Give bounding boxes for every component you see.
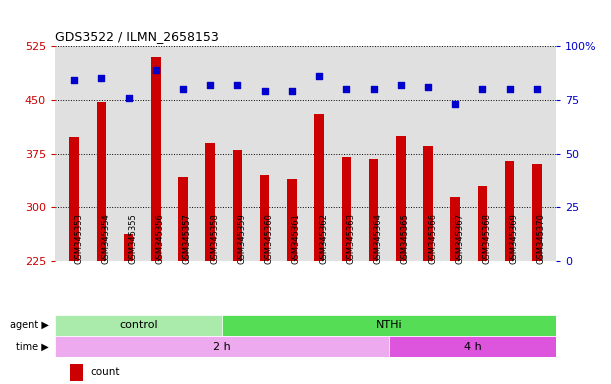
Bar bbox=[260, 175, 269, 261]
Text: GSM345360: GSM345360 bbox=[265, 213, 274, 264]
Bar bbox=[205, 143, 215, 261]
Text: GSM345358: GSM345358 bbox=[210, 213, 219, 264]
Bar bbox=[532, 164, 542, 261]
Text: 2 h: 2 h bbox=[213, 341, 231, 352]
Bar bbox=[314, 114, 324, 261]
Text: GSM345365: GSM345365 bbox=[401, 213, 410, 264]
Bar bbox=[450, 197, 460, 261]
Text: control: control bbox=[119, 320, 158, 331]
Point bbox=[532, 86, 542, 92]
Bar bbox=[396, 136, 406, 261]
Text: GSM345367: GSM345367 bbox=[455, 213, 464, 264]
Text: GSM345354: GSM345354 bbox=[101, 213, 110, 264]
Bar bbox=[124, 234, 133, 261]
Text: GSM345368: GSM345368 bbox=[483, 213, 491, 264]
Text: NTHi: NTHi bbox=[376, 320, 402, 331]
Point bbox=[260, 88, 269, 94]
Bar bbox=[69, 137, 79, 261]
Text: GSM345370: GSM345370 bbox=[537, 213, 546, 264]
Point bbox=[123, 94, 133, 101]
Text: count: count bbox=[90, 367, 120, 377]
Bar bbox=[478, 186, 487, 261]
Bar bbox=[55, 336, 389, 357]
Point bbox=[368, 86, 378, 92]
Point bbox=[342, 86, 351, 92]
Bar bbox=[233, 150, 242, 261]
Bar bbox=[287, 179, 297, 261]
Text: GSM345356: GSM345356 bbox=[156, 213, 165, 264]
Point bbox=[287, 88, 297, 94]
Text: GSM345357: GSM345357 bbox=[183, 213, 192, 264]
Text: 4 h: 4 h bbox=[464, 341, 481, 352]
Text: agent ▶: agent ▶ bbox=[10, 320, 49, 331]
Point bbox=[178, 86, 188, 92]
Text: GSM345359: GSM345359 bbox=[238, 213, 246, 264]
Text: GDS3522 / ILMN_2658153: GDS3522 / ILMN_2658153 bbox=[55, 30, 219, 43]
Text: GSM345353: GSM345353 bbox=[74, 213, 83, 264]
Text: GSM345362: GSM345362 bbox=[319, 213, 328, 264]
Bar bbox=[178, 177, 188, 261]
Point bbox=[97, 75, 106, 81]
Point bbox=[450, 101, 460, 107]
Bar bbox=[151, 57, 161, 261]
Text: GSM345363: GSM345363 bbox=[346, 213, 356, 264]
Bar bbox=[389, 336, 556, 357]
Bar bbox=[55, 315, 222, 336]
Text: GSM345355: GSM345355 bbox=[128, 213, 137, 264]
Point bbox=[233, 82, 243, 88]
Bar bbox=[423, 146, 433, 261]
Text: GSM345369: GSM345369 bbox=[510, 213, 519, 264]
Point bbox=[314, 73, 324, 79]
Point bbox=[69, 78, 79, 84]
Point bbox=[478, 86, 488, 92]
Bar bbox=[369, 159, 378, 261]
Text: GSM345364: GSM345364 bbox=[373, 213, 382, 264]
Bar bbox=[70, 364, 82, 381]
Bar bbox=[222, 315, 556, 336]
Point bbox=[205, 82, 215, 88]
Text: time ▶: time ▶ bbox=[16, 341, 49, 352]
Point bbox=[151, 67, 161, 73]
Point bbox=[423, 84, 433, 90]
Point bbox=[396, 82, 406, 88]
Bar bbox=[97, 102, 106, 261]
Bar bbox=[505, 161, 514, 261]
Text: GSM345366: GSM345366 bbox=[428, 213, 437, 264]
Point bbox=[505, 86, 514, 92]
Bar bbox=[342, 157, 351, 261]
Text: GSM345361: GSM345361 bbox=[292, 213, 301, 264]
